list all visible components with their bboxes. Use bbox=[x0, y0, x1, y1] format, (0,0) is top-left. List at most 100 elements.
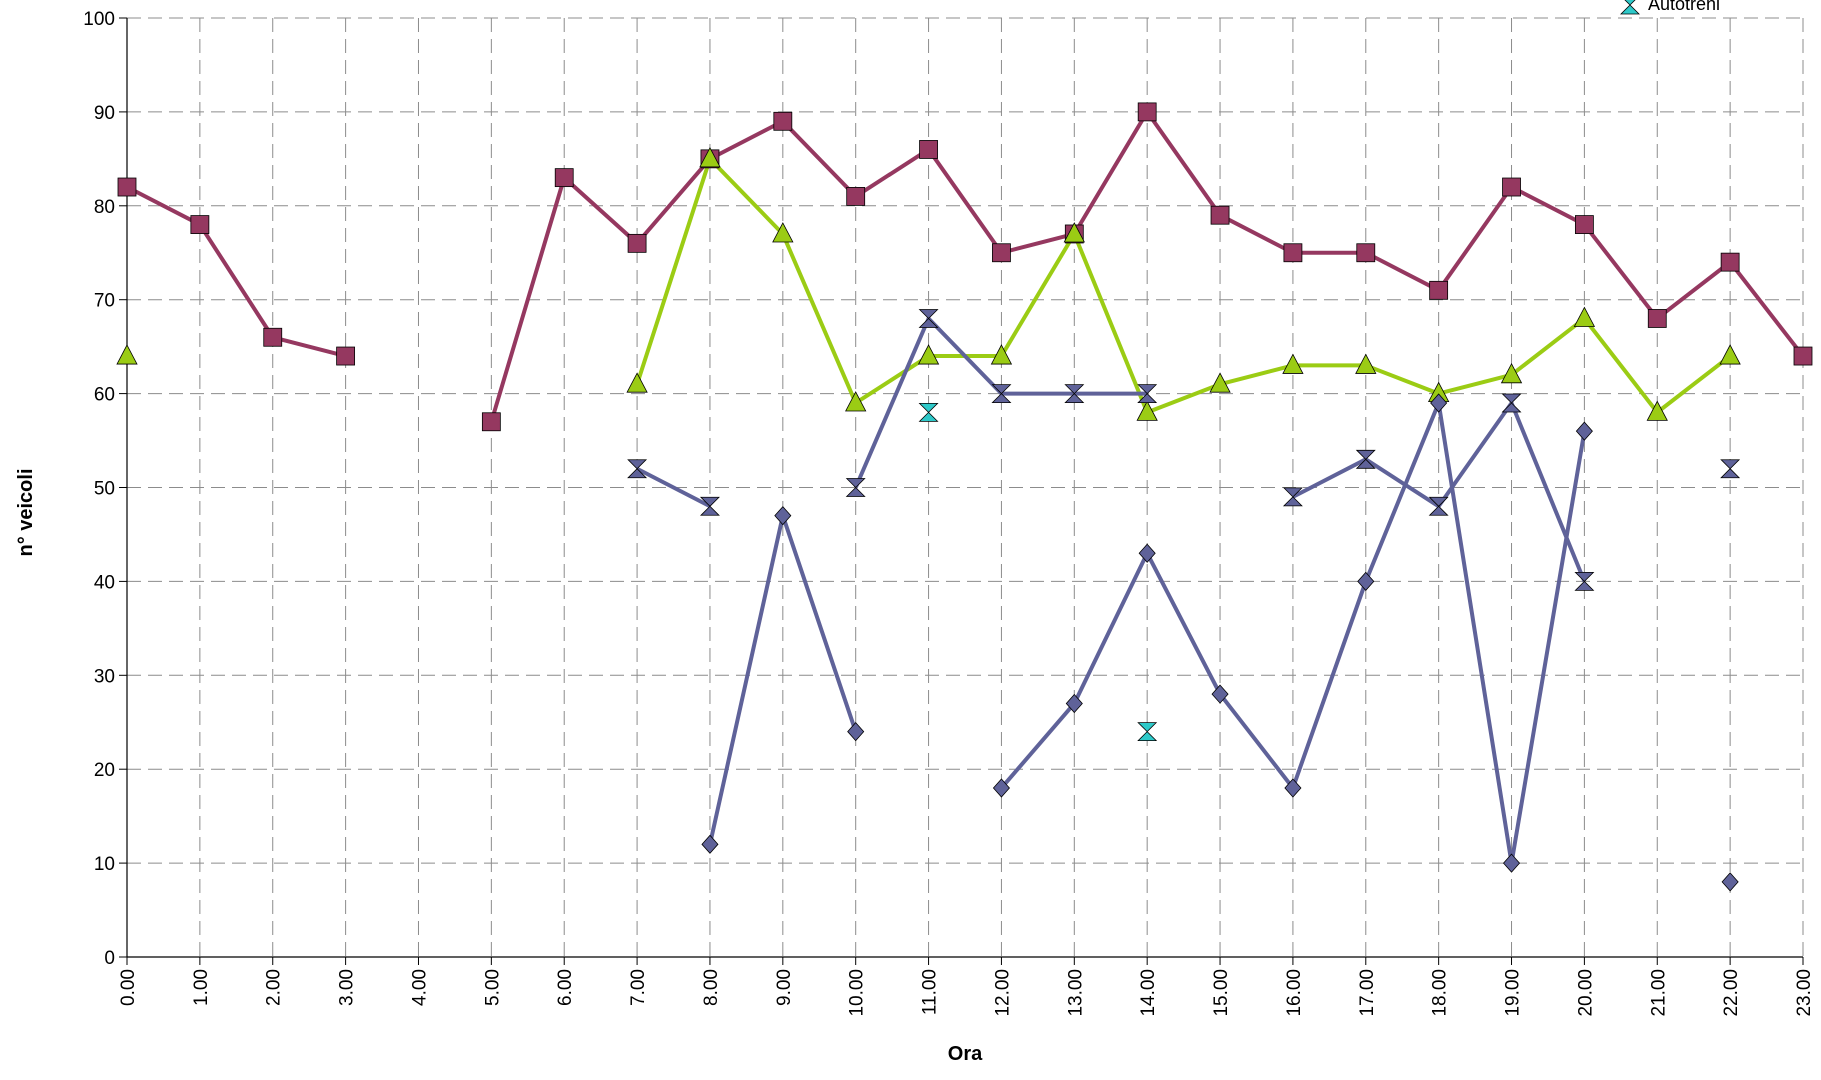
square-marker bbox=[846, 187, 866, 206]
hourglass-marker bbox=[1137, 722, 1158, 742]
x-tick-label: 21.00 bbox=[1648, 969, 1669, 1017]
square-marker bbox=[190, 215, 210, 234]
triangle-marker bbox=[1355, 353, 1377, 374]
triangle-marker bbox=[626, 372, 648, 393]
bowtie-marker bbox=[845, 478, 866, 497]
x-tick-label: 4.00 bbox=[409, 969, 430, 1006]
series-line bbox=[635, 156, 1732, 415]
y-tick-label: 20 bbox=[94, 760, 115, 781]
markers-s_maroon bbox=[117, 102, 1813, 432]
x-tick-label: 22.00 bbox=[1721, 969, 1742, 1017]
square-marker bbox=[481, 412, 501, 432]
triangle-marker bbox=[1719, 344, 1741, 365]
y-tick-labels: 0 10 20 30 40 50 60 70 80 90 100 bbox=[83, 9, 115, 969]
square-marker bbox=[1720, 252, 1740, 272]
markers-s_diamond bbox=[701, 393, 1739, 892]
diamond-marker bbox=[1065, 693, 1083, 714]
x-tick-labels: 0.00 1.00 2.00 3.00 4.00 5.00 6.00 7.00 8.00 9.00… bbox=[118, 969, 1815, 1017]
x-tick-label: 17.00 bbox=[1357, 969, 1378, 1017]
triangle-marker bbox=[917, 344, 940, 365]
triangle-marker bbox=[845, 391, 867, 412]
triangle-marker bbox=[1136, 400, 1158, 421]
series-layer bbox=[116, 102, 1813, 892]
y-tick-label: 30 bbox=[94, 666, 115, 687]
diamond-marker bbox=[1357, 571, 1375, 592]
bowtie-marker bbox=[991, 384, 1012, 404]
diamond-marker bbox=[701, 834, 719, 854]
diamond-marker bbox=[1138, 543, 1156, 563]
y-axis-title: n° veicoli bbox=[15, 468, 37, 556]
bowtie-marker bbox=[627, 459, 648, 479]
square-marker bbox=[627, 233, 647, 253]
square-marker bbox=[1210, 205, 1230, 225]
y-tick-label: 60 bbox=[94, 385, 115, 406]
grid bbox=[127, 17, 1804, 957]
triangle-marker bbox=[116, 344, 138, 365]
x-tick-label: 1.00 bbox=[191, 969, 212, 1006]
y-tick-label: 0 bbox=[104, 948, 115, 969]
diamond-marker bbox=[774, 506, 792, 526]
diamond-marker bbox=[1575, 421, 1593, 441]
x-tick-label: 19.00 bbox=[1503, 969, 1524, 1017]
bowtie-marker bbox=[699, 496, 720, 516]
bowtie-marker bbox=[1355, 449, 1376, 469]
bowtie-marker bbox=[1064, 384, 1085, 404]
diamond-marker bbox=[1502, 853, 1521, 873]
bowtie-marker bbox=[1137, 384, 1158, 404]
markers-s_bowtie bbox=[627, 309, 1741, 591]
square-marker bbox=[1502, 177, 1521, 197]
x-tick-label: 6.00 bbox=[555, 969, 576, 1006]
x-tick-label: 0.00 bbox=[118, 969, 139, 1006]
y-tick-label: 100 bbox=[83, 9, 115, 30]
triangle-marker bbox=[1646, 400, 1668, 421]
bowtie-marker bbox=[1720, 459, 1741, 479]
y-tick-label: 50 bbox=[94, 479, 115, 500]
diamond-marker bbox=[1284, 778, 1302, 798]
x-tick-label: 2.00 bbox=[264, 969, 285, 1006]
bowtie-marker bbox=[1574, 572, 1595, 591]
diamond-marker bbox=[847, 722, 865, 742]
series-s_green bbox=[635, 156, 1732, 415]
square-marker bbox=[919, 140, 938, 159]
series-line bbox=[636, 466, 711, 509]
hourglass-marker bbox=[1620, 0, 1640, 15]
hourglass-marker bbox=[918, 402, 939, 422]
x-tick-label: 11.00 bbox=[920, 969, 941, 1015]
series-line bbox=[126, 185, 347, 358]
x-tick-label: 7.00 bbox=[628, 969, 649, 1006]
y-tick-label: 40 bbox=[94, 572, 115, 593]
square-marker bbox=[336, 346, 356, 366]
x-tick-label: 16.00 bbox=[1284, 969, 1305, 1017]
triangle-marker bbox=[772, 222, 794, 243]
bowtie-marker bbox=[1282, 487, 1303, 507]
x-tick-label: 15.00 bbox=[1211, 969, 1232, 1017]
square-marker bbox=[1647, 309, 1667, 328]
square-marker bbox=[1356, 243, 1376, 263]
diamond-marker bbox=[1721, 872, 1739, 892]
square-marker bbox=[554, 168, 574, 188]
triangle-marker bbox=[1282, 353, 1304, 374]
square-marker bbox=[1283, 243, 1303, 263]
diamond-marker bbox=[1211, 684, 1229, 704]
square-marker bbox=[1429, 280, 1449, 300]
square-marker bbox=[1137, 102, 1157, 122]
x-tick-label: 3.00 bbox=[337, 969, 358, 1006]
x-tick-label: 5.00 bbox=[482, 969, 503, 1006]
markers-Autotreni bbox=[918, 402, 1158, 742]
square-marker bbox=[992, 243, 1011, 263]
x-tick-label: 9.00 bbox=[774, 969, 795, 1006]
x-tick-label: 14.00 bbox=[1138, 969, 1159, 1017]
bowtie-marker bbox=[1501, 393, 1522, 413]
triangle-marker bbox=[1209, 372, 1231, 393]
square-marker bbox=[1574, 215, 1594, 234]
axes bbox=[119, 17, 1804, 965]
legend-label-autotreni: Autotreni bbox=[1648, 0, 1720, 14]
y-tick-label: 10 bbox=[94, 854, 115, 875]
bowtie-marker bbox=[918, 309, 939, 328]
triangle-marker bbox=[699, 146, 721, 168]
triangle-marker bbox=[1500, 362, 1523, 384]
x-tick-label: 8.00 bbox=[701, 969, 722, 1006]
diamond-marker bbox=[1430, 393, 1448, 413]
triangle-marker bbox=[990, 344, 1013, 365]
